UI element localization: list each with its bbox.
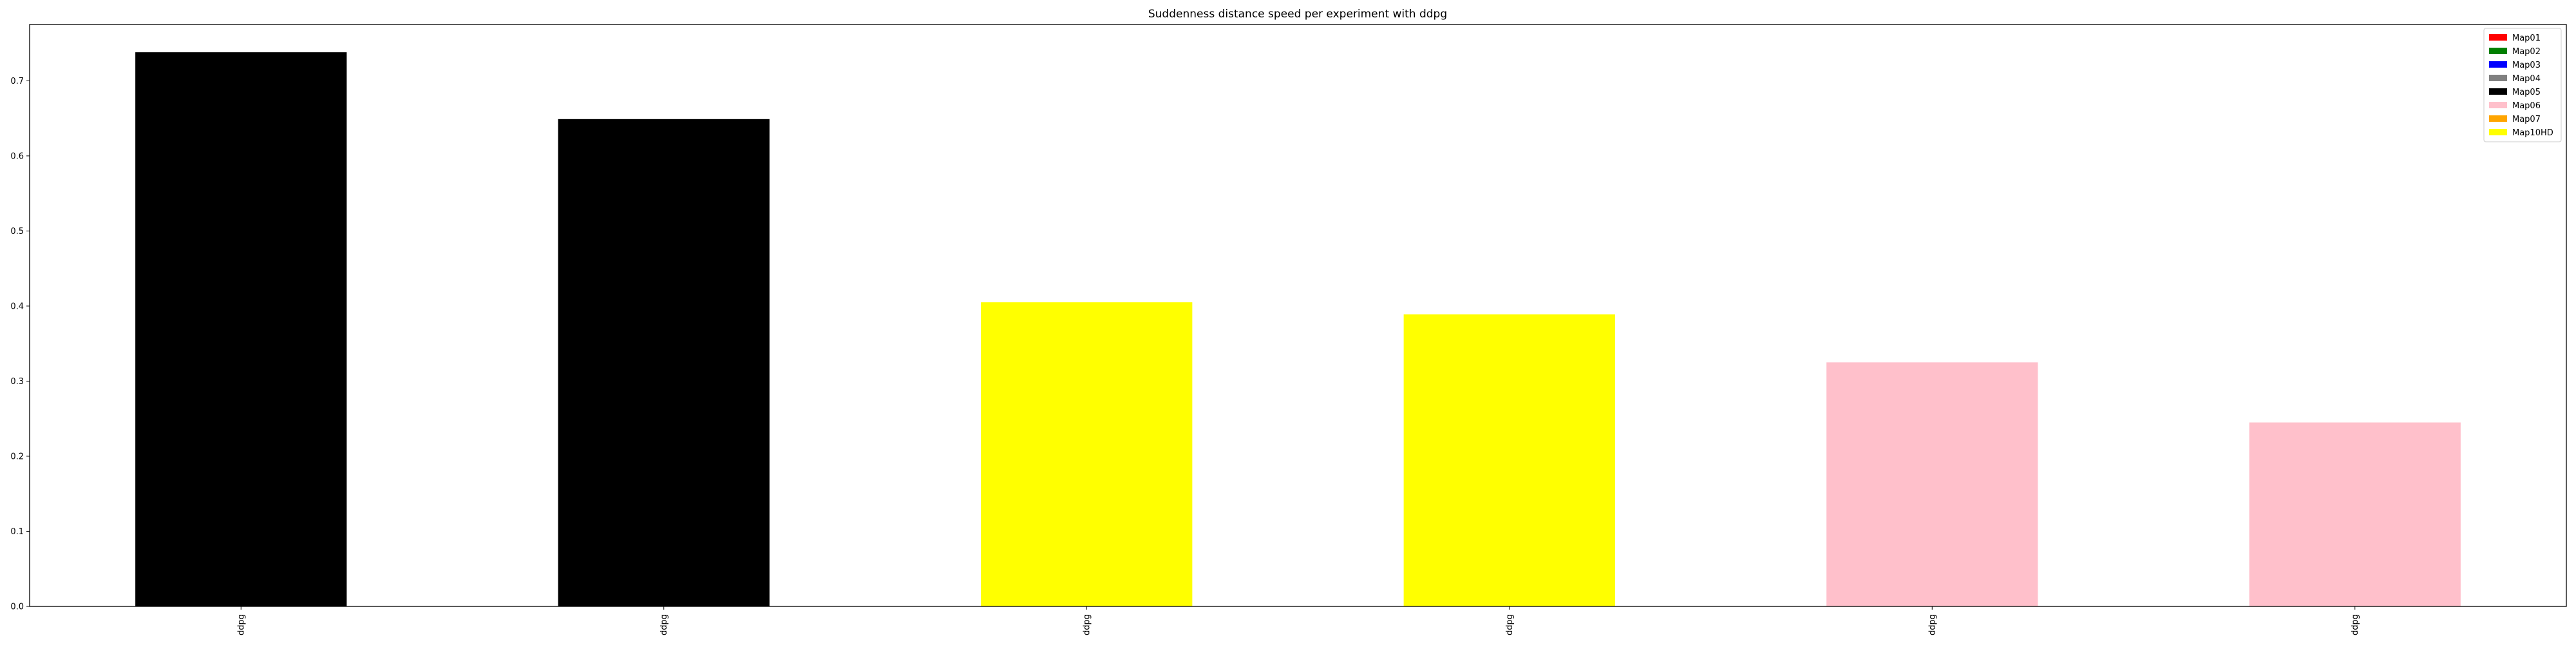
legend-swatch-7: [2489, 129, 2507, 135]
y-tick-label-2: 0.2: [10, 452, 24, 461]
x-tick-label-0: ddpg: [236, 614, 246, 635]
bar-5: [2249, 422, 2461, 606]
y-tick-label-1: 0.1: [10, 527, 24, 537]
bar-1: [558, 119, 770, 607]
y-tick-label-6: 0.6: [10, 151, 24, 161]
x-tick-label-4: ddpg: [1927, 614, 1937, 635]
legend-swatch-0: [2489, 34, 2507, 41]
x-tick-label-3: ddpg: [1505, 614, 1515, 635]
legend-label-4: Map05: [2512, 88, 2541, 97]
legend-label-3: Map04: [2512, 74, 2541, 84]
y-tick-label-7: 0.7: [10, 77, 24, 86]
legend-swatch-2: [2489, 61, 2507, 68]
x-axis: ddpg ddpg ddpg ddpg ddpg ddpg: [236, 606, 2360, 635]
legend-swatch-3: [2489, 75, 2507, 81]
legend-label-0: Map01: [2512, 34, 2541, 43]
legend-label-1: Map02: [2512, 47, 2541, 57]
x-tick-label-2: ddpg: [1082, 614, 1092, 635]
legend-swatch-1: [2489, 48, 2507, 54]
plot-frame: [29, 24, 2567, 607]
legend: Map01 Map02 Map03 Map04 Map05 Map06 Map07 Map10…: [2483, 28, 2562, 142]
y-tick-label-0: 0.0: [10, 603, 24, 612]
legend-label-5: Map06: [2512, 101, 2541, 111]
x-tick-label-1: ddpg: [659, 614, 669, 635]
x-tick-label-5: ddpg: [2351, 614, 2360, 635]
bar-3: [1403, 314, 1615, 606]
bar-4: [1826, 362, 2038, 606]
bar-2: [981, 302, 1193, 606]
legend-swatch-4: [2489, 88, 2507, 95]
y-tick-label-4: 0.4: [10, 302, 24, 311]
y-tick-label-3: 0.3: [10, 377, 24, 387]
legend-label-6: Map07: [2512, 115, 2541, 124]
chart-title: Suddenness distance speed per experiment…: [1148, 8, 1447, 21]
legend-swatch-6: [2489, 115, 2507, 122]
bars-layer: [135, 52, 2461, 607]
y-axis: 0.0 0.1 0.2 0.3 0.4 0.5 0.6 0.7: [10, 77, 30, 612]
legend-label-7: Map10HD: [2512, 128, 2553, 138]
legend-swatch-5: [2489, 102, 2507, 108]
legend-label-2: Map03: [2512, 61, 2541, 70]
y-tick-label-5: 0.5: [10, 227, 24, 237]
bar-0: [135, 52, 347, 607]
legend-box: [2483, 28, 2562, 142]
